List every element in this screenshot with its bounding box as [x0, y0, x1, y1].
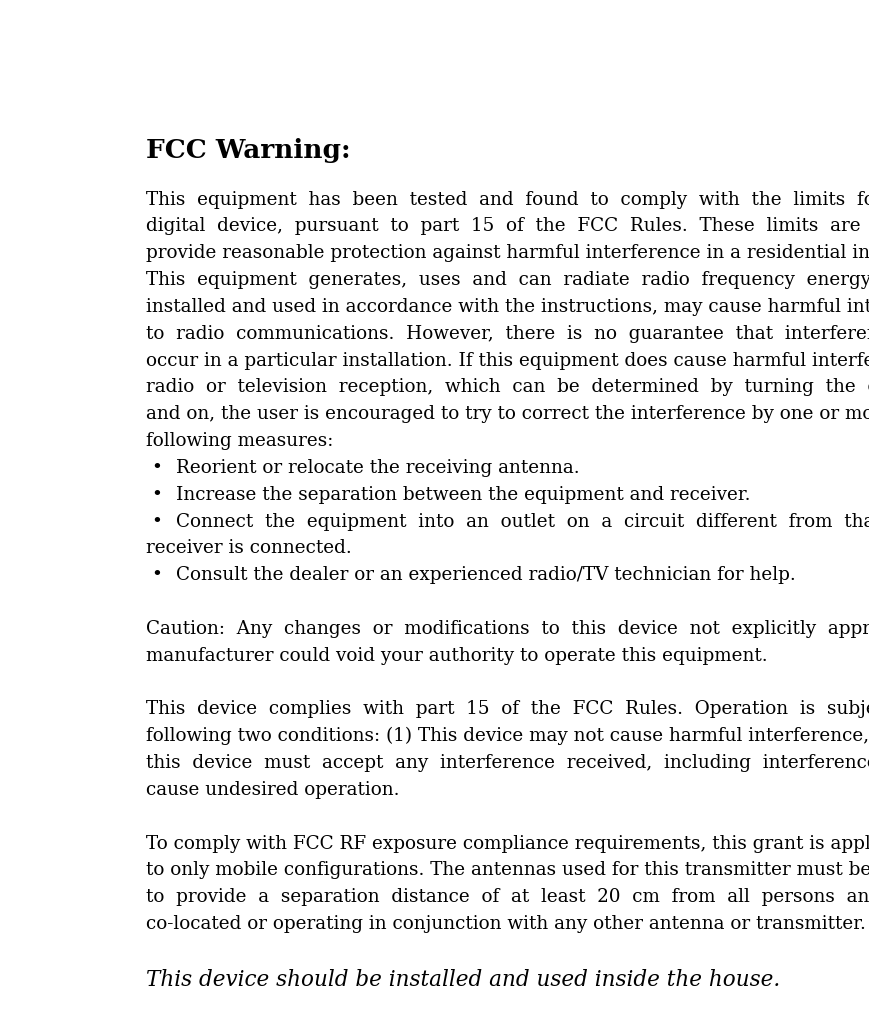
Text: provide reasonable protection against harmful interference in a residential inst: provide reasonable protection against ha…	[146, 244, 869, 263]
Text: •: •	[151, 567, 162, 584]
Text: installed and used in accordance with the instructions, may cause harmful interf: installed and used in accordance with th…	[146, 298, 869, 316]
Text: to  radio  communications.  However,  there  is  no  guarantee  that  interferen: to radio communications. However, there …	[146, 325, 869, 342]
Text: •: •	[151, 459, 162, 477]
Text: To comply with FCC RF exposure compliance requirements, this grant is applicable: To comply with FCC RF exposure complianc…	[146, 834, 869, 852]
Text: digital  device,  pursuant  to  part  15  of  the  FCC  Rules.  These  limits  a: digital device, pursuant to part 15 of t…	[146, 217, 869, 235]
Text: to  provide  a  separation  distance  of  at  least  20  cm  from  all  persons : to provide a separation distance of at l…	[146, 888, 869, 906]
Text: following measures:: following measures:	[146, 432, 333, 450]
Text: This  equipment  has  been  tested  and  found  to  comply  with  the  limits  f: This equipment has been tested and found…	[146, 191, 869, 209]
Text: this  device  must  accept  any  interference  received,  including  interferenc: this device must accept any interference…	[146, 754, 869, 772]
Text: Caution:  Any  changes  or  modifications  to  this  device  not  explicitly  ap: Caution: Any changes or modifications to…	[146, 620, 869, 638]
Text: manufacturer could void your authority to operate this equipment.: manufacturer could void your authority t…	[146, 646, 767, 665]
Text: receiver is connected.: receiver is connected.	[146, 539, 351, 558]
Text: following two conditions: (1) This device may not cause harmful interference, an: following two conditions: (1) This devic…	[146, 727, 869, 745]
Text: occur in a particular installation. If this equipment does cause harmful interfe: occur in a particular installation. If t…	[146, 351, 869, 370]
Text: Increase the separation between the equipment and receiver.: Increase the separation between the equi…	[176, 486, 751, 504]
Text: to only mobile configurations. The antennas used for this transmitter must be in: to only mobile configurations. The anten…	[146, 862, 869, 880]
Text: •: •	[151, 513, 162, 530]
Text: This  equipment  generates,  uses  and  can  radiate  radio  frequency  energy  : This equipment generates, uses and can r…	[146, 271, 869, 289]
Text: cause undesired operation.: cause undesired operation.	[146, 781, 399, 799]
Text: Consult the dealer or an experienced radio/TV technician for help.: Consult the dealer or an experienced rad…	[176, 567, 796, 584]
Text: FCC Warning:: FCC Warning:	[146, 138, 350, 164]
Text: Reorient or relocate the receiving antenna.: Reorient or relocate the receiving anten…	[176, 459, 580, 477]
Text: This  device  complies  with  part  15  of  the  FCC  Rules.  Operation  is  sub: This device complies with part 15 of the…	[146, 700, 869, 718]
Text: This device should be installed and used inside the house.: This device should be installed and used…	[146, 969, 779, 991]
Text: and on, the user is encouraged to try to correct the interference by one or more: and on, the user is encouraged to try to…	[146, 405, 869, 423]
Text: radio  or  television  reception,  which  can  be  determined  by  turning  the : radio or television reception, which can…	[146, 379, 869, 397]
Text: Connect  the  equipment  into  an  outlet  on  a  circuit  different  from  that: Connect the equipment into an outlet on …	[176, 513, 869, 530]
Text: co-located or operating in conjunction with any other antenna or transmitter.: co-located or operating in conjunction w…	[146, 915, 866, 933]
Text: •: •	[151, 486, 162, 504]
